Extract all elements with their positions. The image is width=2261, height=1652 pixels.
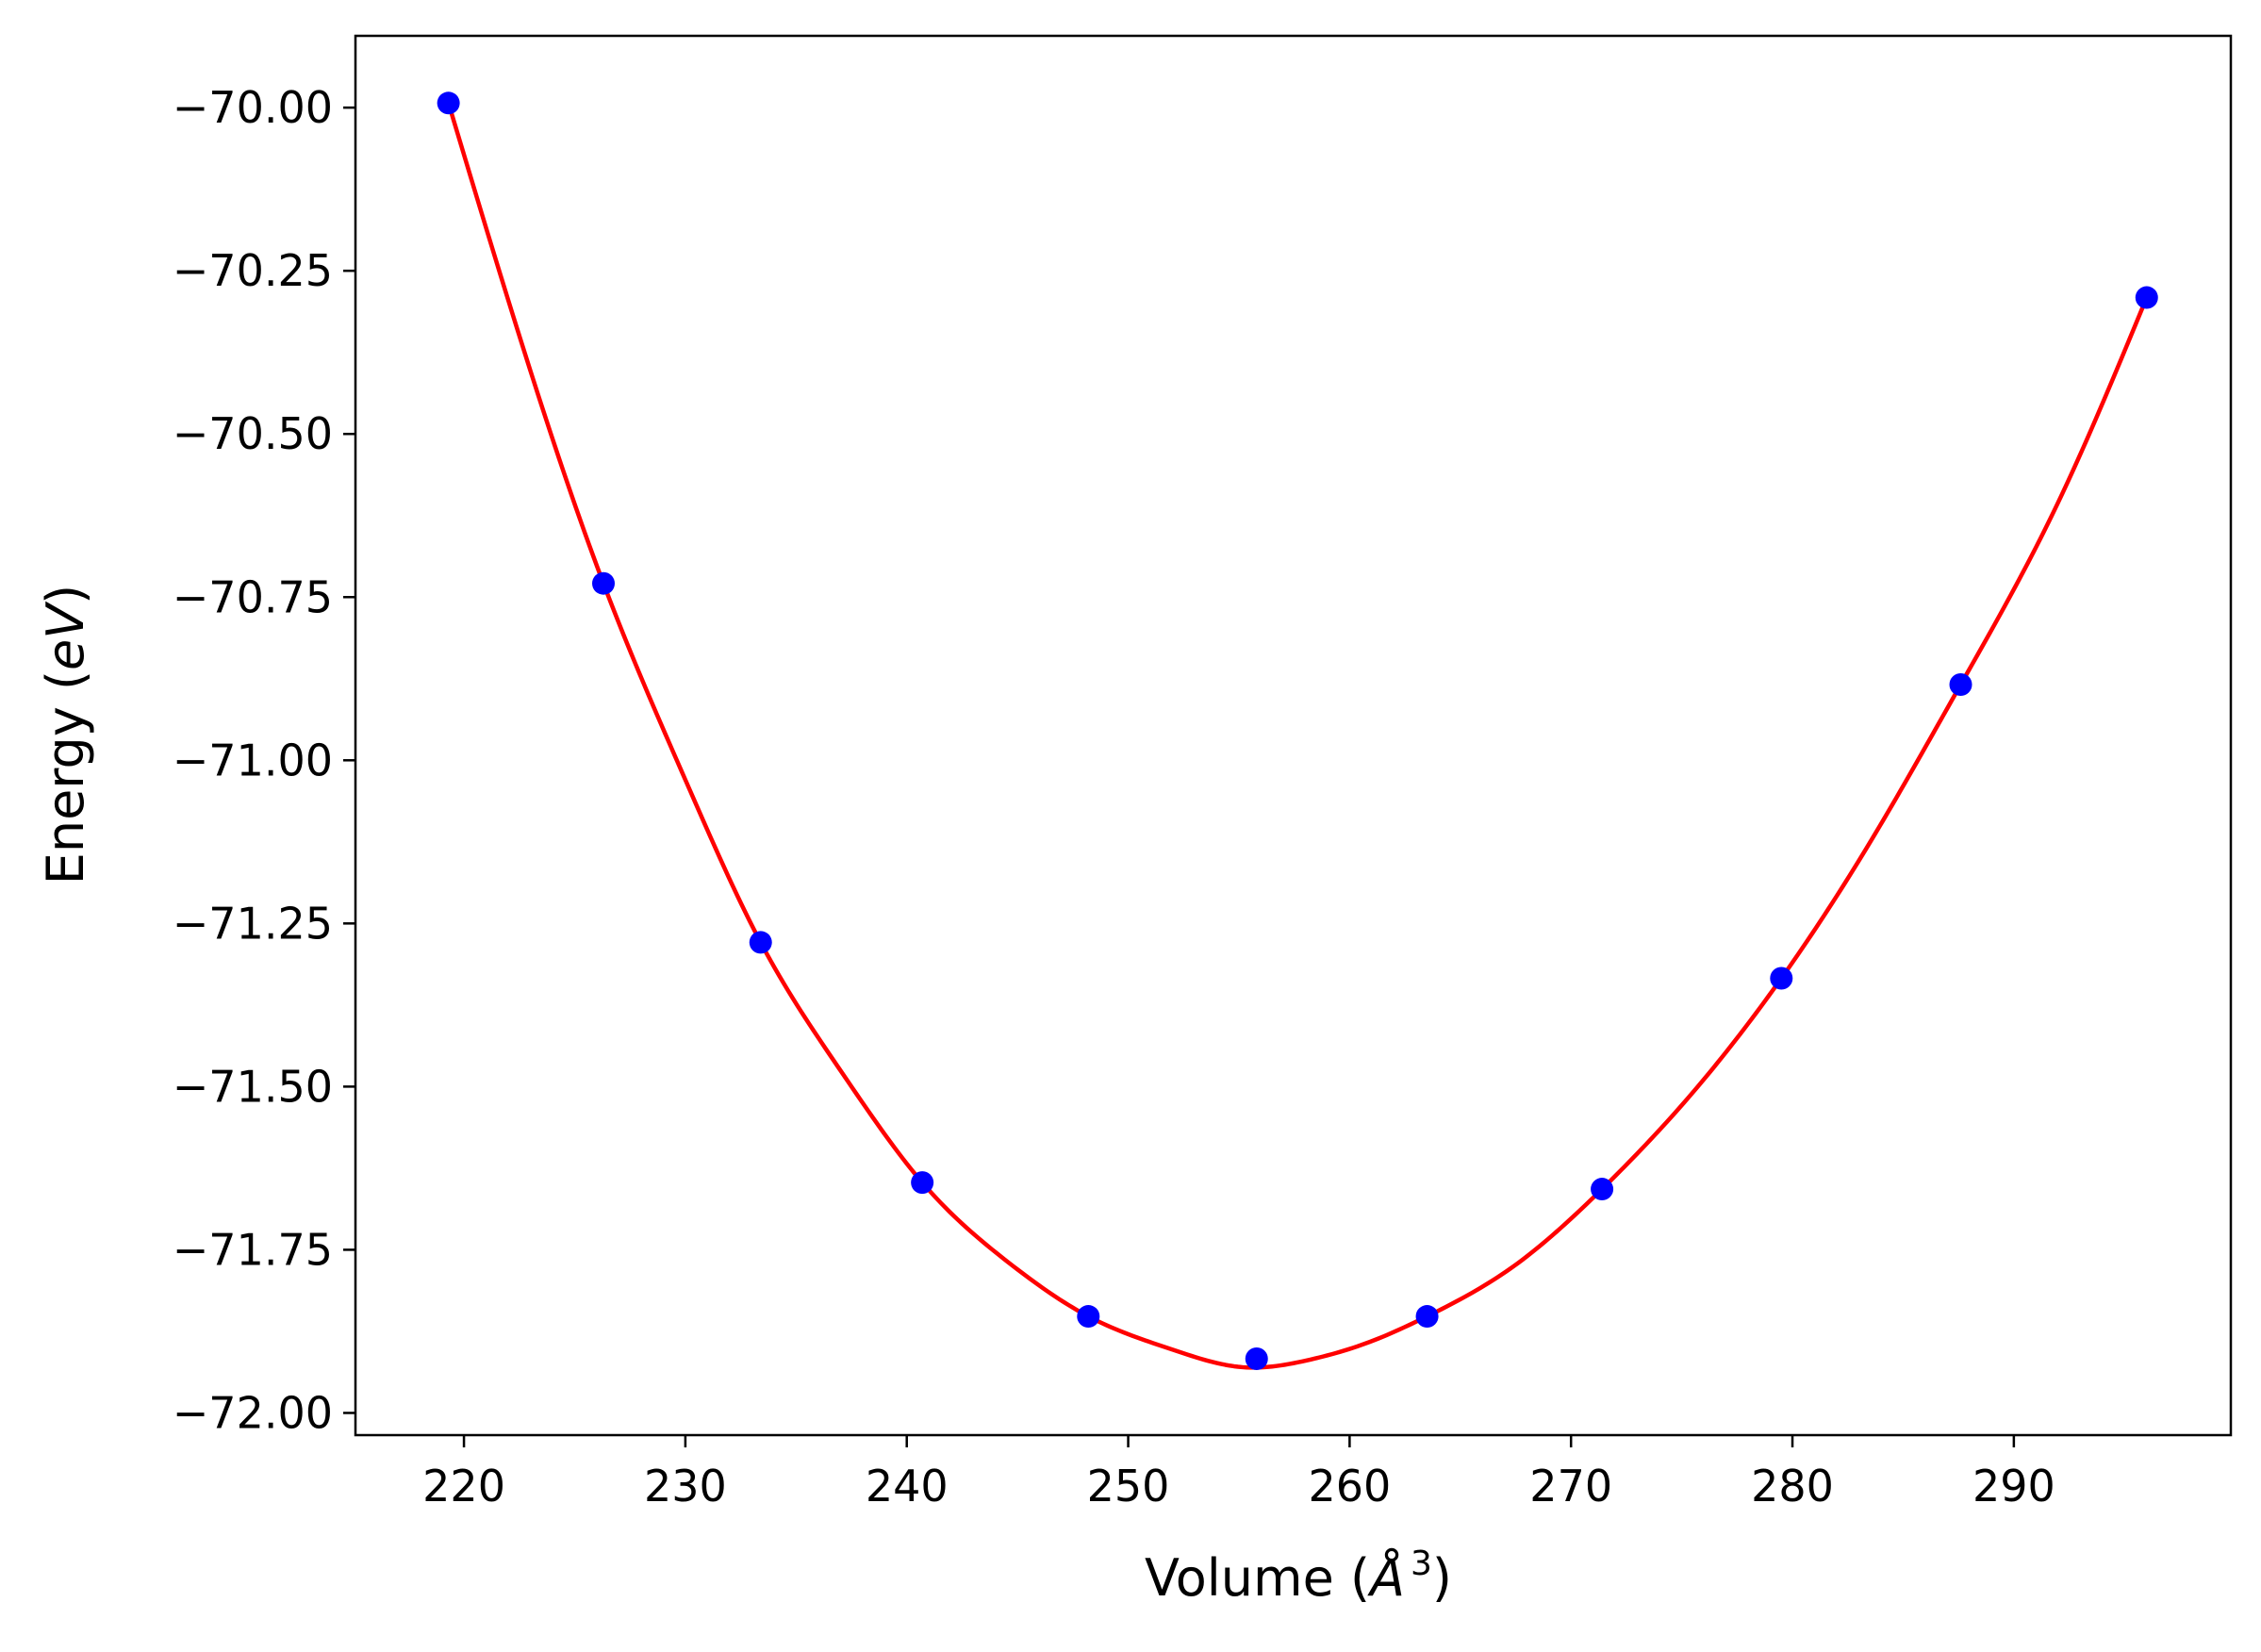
y-tick-label: −70.25 <box>173 245 333 296</box>
x-tick-label: 260 <box>1308 1461 1391 1512</box>
plot-frame <box>354 34 2233 1437</box>
data-point <box>1949 673 1972 697</box>
data-point <box>749 931 772 954</box>
x-axis-ticks: 220 230 240 250 260 270 280 290 <box>422 1435 2055 1512</box>
data-points-layer <box>437 91 2158 1371</box>
x-tick-label: 270 <box>1529 1461 1612 1512</box>
x-tick-label: 280 <box>1751 1461 1834 1512</box>
data-point <box>2135 286 2158 309</box>
y-tick-label: −70.00 <box>173 82 333 133</box>
fit-curve-layer <box>446 101 2150 1370</box>
x-tick-label: 230 <box>644 1461 727 1512</box>
data-point <box>1245 1347 1268 1371</box>
data-point <box>911 1171 934 1195</box>
y-tick-label: −71.00 <box>173 735 333 785</box>
x-tick-label: 220 <box>422 1461 505 1512</box>
y-axis-ticks: −70.00 −70.25 −70.50 −70.75 −71.00 −71.25 −71.… <box>173 82 355 1438</box>
data-point <box>1077 1305 1100 1329</box>
data-point <box>437 91 460 115</box>
y-tick-label: −70.75 <box>173 571 333 622</box>
x-tick-label: 250 <box>1087 1461 1170 1512</box>
data-point <box>592 571 616 595</box>
x-axis-label-prefix: Volume ( <box>1145 1548 1370 1608</box>
y-tick-label: −70.50 <box>173 408 333 459</box>
y-axis-label: Energy (eV) <box>36 585 95 885</box>
y-axis-label-prefix: Energy ( <box>36 670 95 884</box>
fit-curve <box>446 101 2150 1370</box>
x-tick-label: 240 <box>866 1461 949 1512</box>
x-tick-label: 290 <box>1972 1461 2055 1512</box>
data-point <box>1770 966 1793 990</box>
y-tick-label: −71.75 <box>173 1224 333 1275</box>
data-point <box>1415 1305 1439 1329</box>
y-axis-label-suffix: ) <box>36 585 95 604</box>
x-axis-label-symbol: Å <box>1367 1547 1405 1608</box>
y-tick-label: −71.25 <box>173 898 333 949</box>
y-tick-label: −72.00 <box>173 1387 333 1438</box>
y-axis-label-unit: eV <box>36 601 95 670</box>
y-tick-label: −71.50 <box>173 1061 333 1112</box>
x-axis-label-suffix: ) <box>1432 1548 1452 1608</box>
x-axis-label: Volume (Å 3) <box>1145 1545 1452 1608</box>
data-point <box>1591 1178 1614 1201</box>
x-axis-label-exponent: 3 <box>1411 1545 1432 1583</box>
